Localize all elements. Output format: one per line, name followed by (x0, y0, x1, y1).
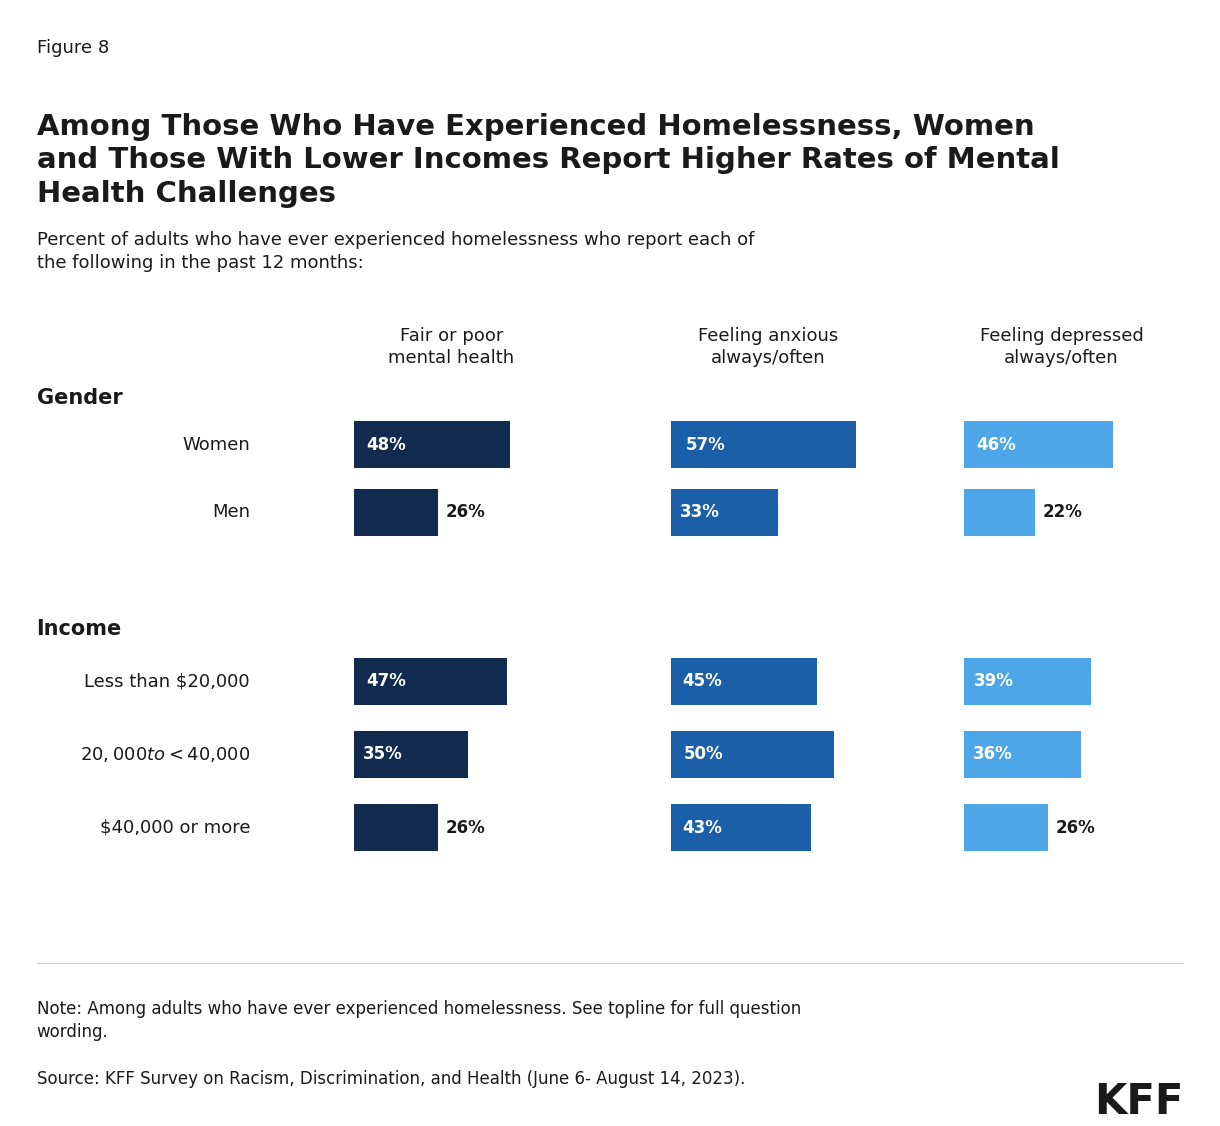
Text: Less than $20,000: Less than $20,000 (84, 672, 250, 690)
Text: Gender: Gender (37, 388, 122, 409)
Text: KFF: KFF (1094, 1081, 1183, 1123)
Text: 46%: 46% (976, 436, 1015, 454)
FancyBboxPatch shape (354, 658, 506, 705)
FancyBboxPatch shape (964, 804, 1048, 851)
Text: Income: Income (37, 619, 122, 640)
Text: $20,000 to <$40,000: $20,000 to <$40,000 (79, 745, 250, 763)
Text: 48%: 48% (366, 436, 406, 454)
FancyBboxPatch shape (354, 421, 510, 468)
Text: Among Those Who Have Experienced Homelessness, Women
and Those With Lower Income: Among Those Who Have Experienced Homeles… (37, 113, 1059, 207)
Text: 22%: 22% (1043, 503, 1082, 521)
FancyBboxPatch shape (964, 731, 1081, 778)
Text: Feeling depressed
always/often: Feeling depressed always/often (980, 327, 1143, 367)
Text: 36%: 36% (974, 745, 1013, 763)
Text: 35%: 35% (362, 745, 403, 763)
Text: Men: Men (212, 503, 250, 521)
Text: 26%: 26% (445, 819, 486, 837)
Text: 50%: 50% (684, 745, 723, 763)
Text: 45%: 45% (683, 672, 722, 690)
FancyBboxPatch shape (964, 658, 1091, 705)
FancyBboxPatch shape (671, 489, 778, 536)
Text: $40,000 or more: $40,000 or more (100, 819, 250, 837)
Text: Women: Women (182, 436, 250, 454)
FancyBboxPatch shape (964, 421, 1114, 468)
Text: 33%: 33% (680, 503, 720, 521)
Text: Figure 8: Figure 8 (37, 39, 109, 57)
Text: 39%: 39% (974, 672, 1014, 690)
Text: 57%: 57% (686, 436, 726, 454)
FancyBboxPatch shape (354, 804, 438, 851)
Text: 26%: 26% (1055, 819, 1096, 837)
Text: 47%: 47% (366, 672, 406, 690)
Text: Fair or poor
mental health: Fair or poor mental health (388, 327, 515, 367)
Text: Percent of adults who have ever experienced homelessness who report each of
the : Percent of adults who have ever experien… (37, 231, 754, 272)
Text: Source: KFF Survey on Racism, Discrimination, and Health (June 6- August 14, 202: Source: KFF Survey on Racism, Discrimina… (37, 1070, 745, 1088)
FancyBboxPatch shape (354, 731, 467, 778)
Text: 43%: 43% (682, 819, 722, 837)
FancyBboxPatch shape (354, 489, 438, 536)
Text: Note: Among adults who have ever experienced homelessness. See topline for full : Note: Among adults who have ever experie… (37, 1000, 800, 1042)
FancyBboxPatch shape (671, 421, 856, 468)
Text: 26%: 26% (445, 503, 486, 521)
FancyBboxPatch shape (671, 731, 833, 778)
FancyBboxPatch shape (671, 804, 811, 851)
FancyBboxPatch shape (964, 489, 1036, 536)
Text: Feeling anxious
always/often: Feeling anxious always/often (699, 327, 838, 367)
FancyBboxPatch shape (671, 658, 817, 705)
